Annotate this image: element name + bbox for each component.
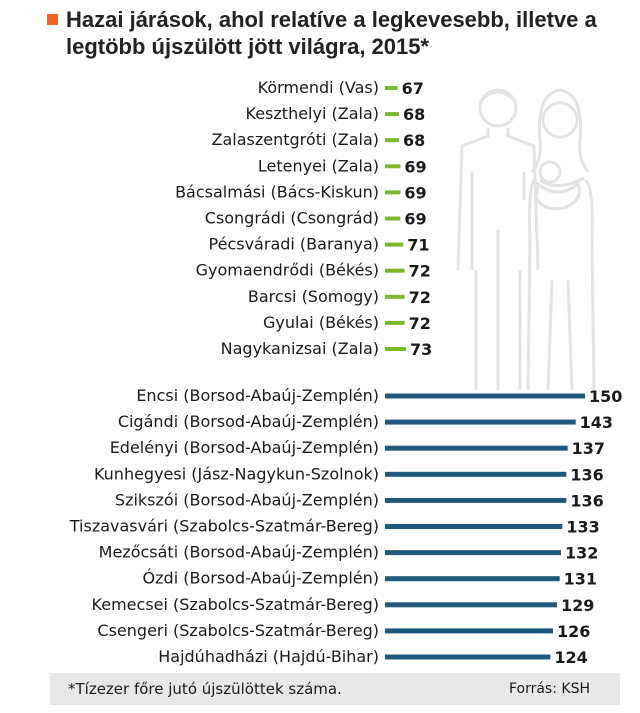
low-value: 73	[410, 340, 432, 359]
high-label: Tiszavasvári (Szabolcs-Szatmár-Bereg)	[69, 517, 379, 536]
low-value: 72	[409, 314, 431, 333]
low-label: Körmendi (Vas)	[258, 78, 379, 97]
source-text: Forrás: KSH	[508, 681, 590, 697]
lowest-births-group: Körmendi (Vas) 67 Keszthelyi (Zala) 68 Zalas…	[175, 78, 432, 359]
high-value: 143	[580, 413, 613, 432]
high-value: 137	[572, 439, 605, 458]
high-bar	[385, 628, 553, 634]
high-bar	[385, 576, 560, 582]
high-label: Hajdúhadházi (Hajdú-Bihar)	[158, 647, 379, 666]
high-bar	[385, 471, 567, 477]
low-bar	[385, 268, 405, 273]
low-label: Csongrádi (Csongrád)	[205, 209, 379, 228]
high-label: Edelényi (Borsod-Abaúj-Zemplén)	[110, 438, 379, 457]
low-label: Nagykanizsai (Zala)	[221, 339, 379, 358]
low-value: 68	[403, 131, 425, 150]
high-bar	[385, 393, 585, 399]
low-value: 69	[404, 157, 426, 176]
low-bar	[385, 242, 404, 247]
low-bar	[385, 190, 401, 195]
low-value: 69	[404, 183, 426, 202]
title-marker	[47, 14, 58, 25]
footer-bar: *Tízezer főre jutó újszülöttek száma. Fo…	[50, 673, 620, 705]
high-bar	[385, 550, 561, 556]
low-bar	[385, 164, 401, 169]
high-label: Kemecsei (Szabolcs-Szatmár-Bereg)	[92, 595, 379, 614]
low-bar	[385, 216, 401, 221]
low-label: Zalaszentgróti (Zala)	[212, 130, 379, 149]
high-value: 150	[589, 387, 622, 406]
low-value: 68	[403, 105, 425, 124]
low-label: Barcsi (Somogy)	[248, 287, 379, 306]
high-label: Encsi (Borsod-Abaúj-Zemplén)	[136, 386, 379, 405]
high-value: 126	[557, 622, 590, 641]
low-bar	[385, 138, 399, 143]
low-bar	[385, 347, 406, 351]
low-label: Gyomaendrődi (Békés)	[196, 261, 379, 280]
footnote: *Tízezer főre jutó újszülöttek száma.	[68, 680, 342, 698]
low-label: Letenyei (Zala)	[258, 156, 379, 175]
high-bar	[385, 497, 567, 503]
high-bar	[385, 654, 551, 660]
bar-chart: Körmendi (Vas) 67 Keszthelyi (Zala) 68 Zalas…	[69, 78, 623, 667]
low-label: Bácsalmási (Bács-Kiskun)	[175, 182, 379, 201]
family-illustration	[456, 88, 596, 391]
low-label: Gyulai (Békés)	[263, 313, 379, 332]
low-label: Pécsváradi (Baranya)	[209, 235, 379, 254]
low-value: 71	[407, 236, 429, 255]
high-value: 136	[570, 491, 603, 510]
low-bar	[385, 86, 398, 90]
high-label: Ózdi (Borsod-Abaúj-Zemplén)	[143, 569, 379, 588]
high-label: Cigándi (Borsod-Abaúj-Zemplén)	[118, 412, 379, 431]
high-label: Csengeri (Szabolcs-Szatmár-Bereg)	[97, 621, 379, 640]
high-bar	[385, 602, 557, 608]
low-value: 69	[404, 210, 426, 229]
highest-births-group: Encsi (Borsod-Abaúj-Zemplén) 150 Cigándi (…	[69, 386, 623, 667]
low-value: 72	[409, 288, 431, 307]
high-value: 133	[566, 518, 599, 537]
low-bar	[385, 294, 405, 299]
high-label: Szikszói (Borsod-Abaúj-Zemplén)	[115, 490, 379, 509]
low-value: 67	[402, 79, 424, 98]
low-bar	[385, 112, 399, 117]
high-label: Kunhegyesi (Jász-Nagykun-Szolnok)	[94, 464, 379, 483]
high-label: Mezőcsáti (Borsod-Abaúj-Zemplén)	[99, 543, 379, 562]
low-bar	[385, 320, 405, 325]
low-label: Keszthelyi (Zala)	[246, 104, 379, 123]
high-value: 136	[570, 465, 603, 484]
high-value: 131	[564, 570, 597, 589]
high-bar	[385, 524, 563, 529]
low-value: 72	[409, 262, 431, 281]
high-value: 124	[554, 648, 587, 667]
high-bar	[385, 419, 576, 425]
high-value: 129	[561, 596, 594, 615]
high-value: 132	[565, 544, 598, 563]
chart-title: Hazai járások, ahol relatíve a legkevese…	[66, 7, 597, 59]
high-bar	[385, 445, 568, 451]
